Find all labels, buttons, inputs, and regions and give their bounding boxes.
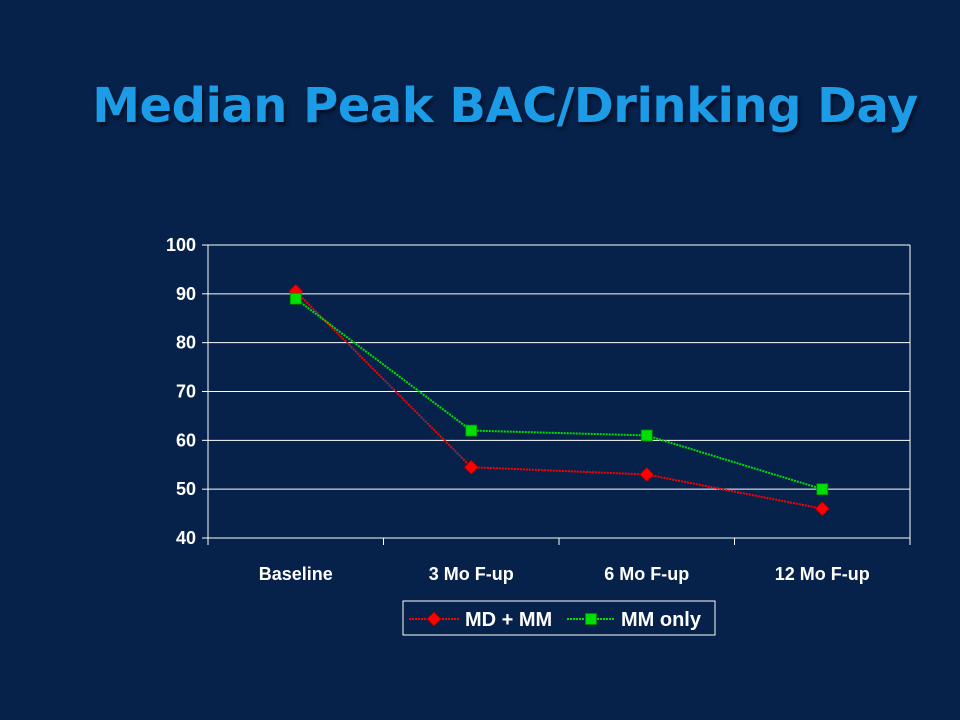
y-tick-label: 60 <box>176 430 196 450</box>
x-tick-label: 3 Mo F-up <box>429 564 514 584</box>
y-tick-label: 40 <box>176 528 196 548</box>
legend-item: MD + MM <box>409 609 552 631</box>
legend-box <box>402 600 716 636</box>
legend-item: MM only <box>567 609 702 631</box>
chart-axes: 40 50 60 70 80 90 100 Baseline 3 Mo F-up 6 Mo F-u… <box>166 235 911 584</box>
x-tick-label: 12 Mo F-up <box>775 564 870 584</box>
data-point-diamond <box>463 459 479 475</box>
series-md-mm <box>288 283 830 517</box>
x-tick-label: 6 Mo F-up <box>604 564 689 584</box>
series-line <box>295 297 823 491</box>
data-point-square <box>585 613 597 625</box>
data-point-square <box>465 424 478 437</box>
y-tick-label: 90 <box>176 284 196 304</box>
data-point-square <box>816 483 829 496</box>
series-line <box>295 290 823 510</box>
grid-lines <box>208 244 910 539</box>
x-tick-label: Baseline <box>259 564 333 584</box>
y-tick-label: 80 <box>176 333 196 353</box>
y-tick-label: 70 <box>176 382 196 402</box>
series-mm-only <box>289 292 829 496</box>
y-tick-label: 100 <box>166 235 196 255</box>
chart-series <box>288 283 830 517</box>
y-tick-label: 50 <box>176 479 196 499</box>
data-point-square <box>289 292 302 305</box>
data-point-diamond <box>814 501 830 517</box>
data-point-diamond <box>426 611 442 627</box>
legend-label: MD + MM <box>465 609 552 631</box>
chart-legend: MD + MM MM only <box>402 600 716 636</box>
data-point-square <box>640 429 653 442</box>
data-point-diamond <box>639 466 655 483</box>
legend-label: MM only <box>621 609 702 631</box>
slide-title: Median Peak BAC/Drinking Day <box>92 78 918 134</box>
